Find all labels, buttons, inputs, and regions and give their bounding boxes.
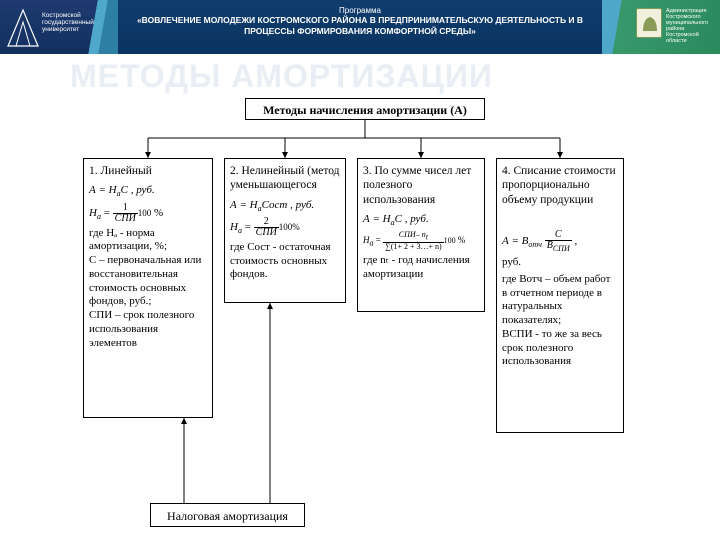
university-logo-icon: [6, 4, 40, 48]
method-2-title: 2. Нелинейный (метод уменьшающегося: [230, 164, 340, 193]
method-4-desc: где Вотч – объем работ в отчетном период…: [502, 273, 618, 369]
page-title-watermark: МЕТОДЫ АМОРТИЗАЦИИ: [70, 58, 493, 95]
diagram-title-box: Методы начисления амортизации (А): [245, 98, 485, 120]
program-title: «ВОВЛЕЧЕНИЕ МОЛОДЕЖИ КОСТРОМСКОГО РАЙОНА…: [118, 15, 602, 37]
method-2-formula-2: На = 2СПИ100%: [230, 217, 340, 238]
admin-logo-icon: [636, 8, 662, 38]
method-3-formula-2: На = СПИ– nt∑(1+ 2 + 3…+ n)100 %: [363, 231, 479, 251]
method-4-formula-1: А = Вотч СВСПИ ,: [502, 230, 618, 253]
method-1-formula-2: На = 1СПИ100 %: [89, 203, 207, 224]
banner-middle: Программа «ВОВЛЕЧЕНИЕ МОЛОДЕЖИ КОСТРОМСК…: [118, 0, 602, 54]
method-1-formula-1: А = НаС , руб.: [89, 184, 207, 199]
method-box-3: 3. По сумме чисел лет полезного использо…: [357, 158, 485, 312]
method-4-unit: руб.: [502, 256, 618, 270]
method-1-title: 1. Линейный: [89, 164, 207, 178]
method-box-4: 4. Списание стоимости пропорционально об…: [496, 158, 624, 433]
program-label: Программа: [118, 6, 602, 15]
banner-stripe-right: [602, 0, 632, 54]
method-1-desc: где Нₐ - норма амортизации, %; С – перво…: [89, 227, 207, 351]
banner-right: Администрация Костромского муниципальног…: [602, 0, 720, 54]
method-3-formula-1: А = НаС , руб.: [363, 213, 479, 228]
banner-stripe-left: [78, 0, 118, 54]
method-3-title: 3. По сумме чисел лет полезного использо…: [363, 164, 479, 207]
admin-name: Администрация Костромского муниципальног…: [666, 8, 720, 44]
method-2-formula-1: А = НаСост , руб.: [230, 199, 340, 214]
banner-left: Костромской государственный университет: [0, 0, 118, 54]
method-box-1: 1. Линейный А = НаС , руб. На = 1СПИ100 …: [83, 158, 213, 418]
header-banner: Костромской государственный университет …: [0, 0, 720, 54]
method-4-title: 4. Списание стоимости пропорционально об…: [502, 164, 618, 207]
method-2-desc: где Сост - остаточная стоимость основных…: [230, 241, 340, 282]
method-3-desc: где nₜ - год начисления амортизации: [363, 254, 479, 282]
method-box-2: 2. Нелинейный (метод уменьшающегося А = …: [224, 158, 346, 303]
tax-amortization-box: Налоговая амортизация: [150, 503, 305, 527]
